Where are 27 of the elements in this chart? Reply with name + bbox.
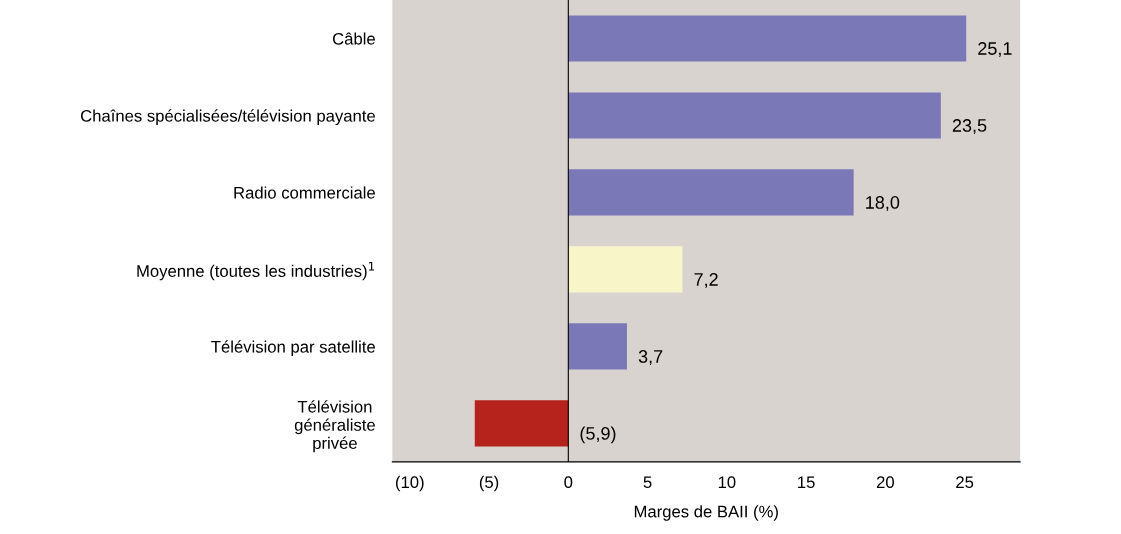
x-axis-title: Marges de BAII (%) xyxy=(634,505,778,521)
y-tick-label: Chaînes spécialisées/télévision payante xyxy=(81,109,375,126)
x-tick-label: 20 xyxy=(876,476,894,489)
x-tick-label: (10) xyxy=(396,475,424,492)
y-tick-label: Radio commerciale xyxy=(234,186,375,199)
x-tick-label: 5 xyxy=(643,476,652,489)
data-label: (5,9) xyxy=(580,426,616,444)
data-label: 23,5 xyxy=(952,119,987,134)
data-label: 18,0 xyxy=(866,196,900,211)
y-tick-label: Câble xyxy=(332,32,375,45)
bar xyxy=(568,169,854,216)
bar xyxy=(568,323,627,370)
data-label: 3,7 xyxy=(638,350,663,365)
x-tick-label: 10 xyxy=(718,476,736,489)
y-tick-label: Moyenne (toutes les industries)$^{1}$ xyxy=(137,261,375,281)
x-tick-label: (5) xyxy=(479,475,499,492)
bar xyxy=(568,246,683,293)
x-tick-label: 15 xyxy=(798,476,815,489)
x-tick-label: 25 xyxy=(956,476,974,489)
data-label: 25,1 xyxy=(978,42,1012,58)
data-label: 7,2 xyxy=(694,273,718,288)
y-tick-label: Télévision généraliste privée xyxy=(294,400,375,453)
bar xyxy=(568,92,941,139)
y-tick-label: Télévision par satellite xyxy=(211,340,375,357)
bar xyxy=(568,15,967,62)
bar xyxy=(474,400,569,447)
x-tick-label: 0 xyxy=(564,476,573,489)
